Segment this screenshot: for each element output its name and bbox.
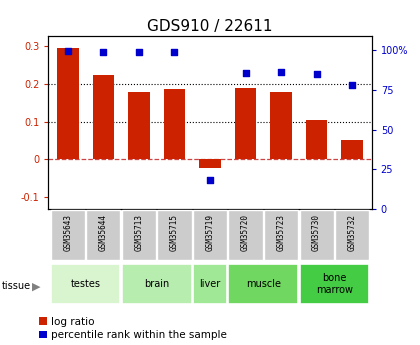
Point	[313, 71, 320, 77]
Text: testes: testes	[71, 279, 101, 289]
Bar	[193, 210, 227, 260]
Bar	[200, 159, 221, 168]
Text: ▶: ▶	[32, 282, 40, 291]
Text: bone
marrow: bone marrow	[316, 273, 353, 295]
Bar	[122, 210, 156, 260]
Bar	[51, 210, 85, 260]
Bar	[51, 264, 121, 304]
Text: brain: brain	[144, 279, 169, 289]
Text: GSM35644: GSM35644	[99, 215, 108, 252]
Bar	[158, 210, 192, 260]
Bar	[57, 48, 79, 159]
Text: liver: liver	[200, 279, 221, 289]
Point	[100, 49, 107, 55]
Bar	[235, 88, 256, 159]
Bar	[122, 264, 192, 304]
Point	[349, 82, 355, 88]
Bar	[341, 140, 363, 159]
Title: GDS910 / 22611: GDS910 / 22611	[147, 19, 273, 34]
Point	[242, 70, 249, 76]
Bar	[335, 210, 369, 260]
Text: GSM35730: GSM35730	[312, 215, 321, 252]
Bar	[228, 264, 298, 304]
Text: GSM35723: GSM35723	[277, 215, 286, 252]
Bar	[164, 89, 185, 159]
Text: GSM35713: GSM35713	[134, 215, 143, 252]
Legend: log ratio, percentile rank within the sample: log ratio, percentile rank within the sa…	[39, 317, 227, 340]
Bar	[93, 75, 114, 159]
Bar	[264, 210, 298, 260]
Text: GSM35732: GSM35732	[348, 215, 357, 252]
Point	[278, 69, 284, 75]
Text: GSM35643: GSM35643	[63, 215, 72, 252]
Bar	[299, 210, 333, 260]
Bar	[193, 264, 227, 304]
Point	[136, 49, 142, 55]
Bar	[87, 210, 121, 260]
Point	[171, 49, 178, 55]
Bar	[128, 92, 150, 159]
Text: GSM35719: GSM35719	[205, 215, 215, 252]
Text: tissue: tissue	[2, 282, 31, 291]
Text: GSM35715: GSM35715	[170, 215, 179, 252]
Bar	[306, 120, 327, 159]
Point	[65, 49, 71, 54]
Text: muscle: muscle	[246, 279, 281, 289]
Point	[207, 177, 213, 183]
Bar	[270, 92, 292, 159]
Bar	[299, 264, 369, 304]
Bar	[228, 210, 262, 260]
Text: GSM35720: GSM35720	[241, 215, 250, 252]
